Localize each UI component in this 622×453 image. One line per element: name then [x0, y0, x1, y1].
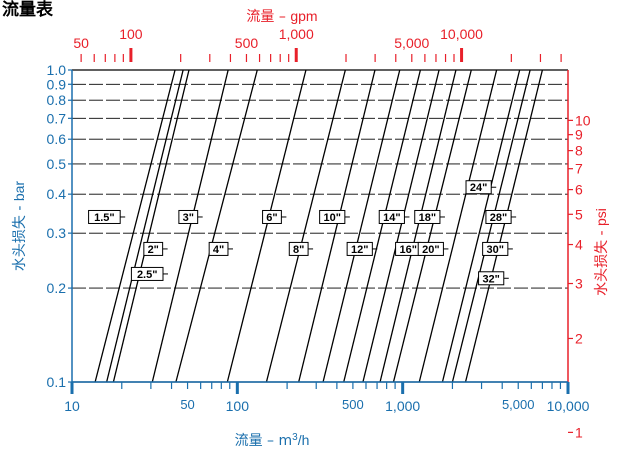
line-label: 30": [487, 244, 504, 256]
series-line: [322, 69, 401, 383]
series-line: [265, 69, 346, 383]
x-tick-label: 1,000: [385, 398, 420, 414]
line-label: 4": [213, 244, 224, 256]
x-tick-label: 100: [226, 398, 250, 414]
line-label: 2": [148, 244, 159, 256]
series-line: [451, 69, 531, 383]
x-tick-label: 10: [64, 398, 80, 414]
x-tick-label: 500: [342, 397, 364, 412]
y2-axis-title: 水头损失 - psi: [593, 208, 610, 296]
x2-tick-label: 5,000: [394, 35, 429, 51]
line-label: 8": [293, 244, 304, 256]
series-line: [175, 69, 258, 383]
series-line: [298, 69, 376, 383]
x2-tick-label: 1,000: [279, 26, 314, 42]
series-line: [226, 69, 307, 383]
series-line: [94, 69, 176, 383]
y2-tick-label: 10: [575, 112, 591, 128]
line-label: 32": [482, 273, 499, 285]
line-label: 20": [422, 244, 439, 256]
line-label: 28": [490, 212, 507, 224]
y-tick-label: 0.9: [47, 76, 67, 92]
x2-axis-title: 流量 – gpm: [246, 8, 317, 25]
x2-tick-label: 50: [73, 35, 89, 51]
series-line: [392, 69, 472, 383]
grid-layer: [72, 69, 568, 383]
x-tick-label: 50: [180, 397, 194, 412]
x-tick-label: 10,000: [547, 398, 590, 414]
axes-layer: 0.10.20.30.40.50.60.70.80.91.01234567891…: [47, 26, 591, 440]
y2-tick-label: 7: [575, 161, 583, 177]
y2-tick-label: 6: [575, 182, 583, 198]
x2-tick-label: 100: [119, 26, 143, 42]
line-label: 12": [351, 244, 368, 256]
line-label: 16": [399, 244, 416, 256]
y2-tick-label: 2: [575, 330, 583, 346]
y2-tick-label: 1: [575, 424, 583, 440]
y-tick-label: 0.2: [47, 280, 67, 296]
series-line: [464, 69, 544, 383]
x-axis-title: 流量 – m3/h: [235, 432, 310, 449]
line-label: 14": [383, 212, 400, 224]
y2-tick-label: 5: [575, 206, 583, 222]
series-line: [362, 69, 440, 383]
y2-tick-label: 3: [575, 276, 583, 292]
y-tick-label: 0.3: [47, 225, 67, 241]
y-axis-title: 水头损失 - bar: [11, 181, 28, 272]
series-line: [379, 69, 457, 383]
y-tick-label: 1.0: [47, 62, 67, 78]
series-line: [441, 69, 521, 383]
y-tick-label: 0.7: [47, 110, 67, 126]
y-tick-label: 0.8: [47, 92, 67, 108]
x2-tick-label: 10,000: [440, 26, 483, 42]
line-label: 6": [266, 212, 277, 224]
y-tick-label: 0.6: [47, 131, 67, 147]
x-tick-label: 5,000: [502, 397, 535, 412]
series-line: [106, 69, 184, 383]
series-line: [343, 69, 422, 383]
y2-tick-label: 9: [575, 127, 583, 143]
line-label: 2.5": [137, 269, 158, 281]
y-tick-label: 0.1: [47, 374, 67, 390]
y2-tick-label: 8: [575, 143, 583, 159]
line-label: 1.5": [94, 212, 115, 224]
line-label: 18": [419, 212, 436, 224]
series-line: [112, 69, 190, 383]
y2-tick-label: 4: [575, 237, 583, 253]
series-layer: [94, 69, 544, 383]
y-tick-label: 0.4: [47, 186, 67, 202]
x2-tick-label: 500: [235, 35, 259, 51]
line-label: 3": [183, 212, 194, 224]
y-tick-label: 0.5: [47, 156, 67, 172]
line-labels-layer: 1.5" 2" 2.5" 3" 4" 6" 8" 10" 12" 14" 16" 18" 20" 24" 2…: [88, 180, 517, 286]
series-line: [151, 69, 229, 383]
page-title: 流量表: [2, 0, 53, 20]
line-label: 10": [324, 212, 341, 224]
line-label: 24": [470, 182, 487, 194]
series-line: [418, 69, 498, 383]
